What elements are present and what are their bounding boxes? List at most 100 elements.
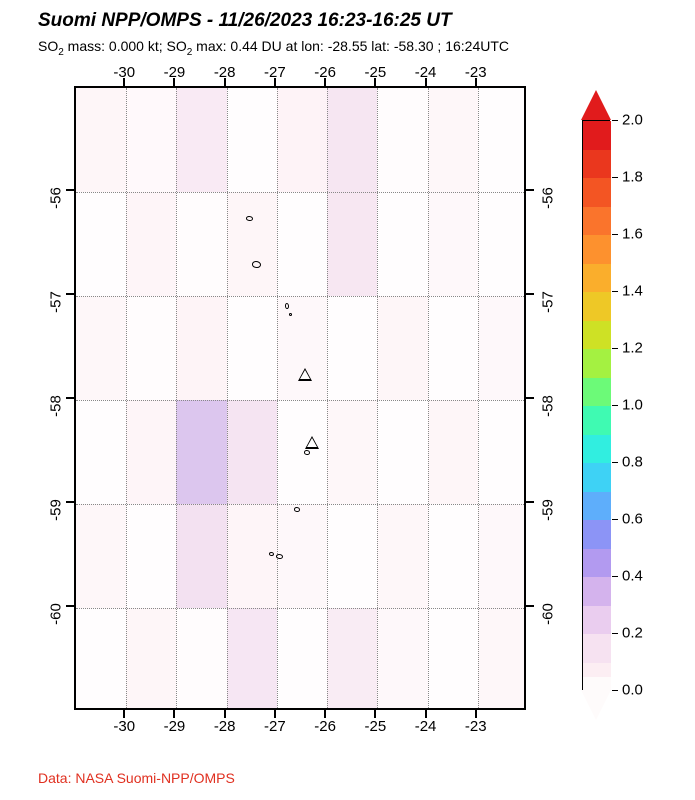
colorbar-tick [612, 462, 618, 463]
x-axis-label: -30 [104, 718, 144, 735]
tick-mark [374, 710, 376, 718]
colorbar-tick-label: 1.6 [622, 226, 643, 243]
y-axis-label: -59 [540, 492, 557, 528]
heatmap-cell [227, 608, 277, 710]
heatmap-cell [327, 504, 377, 608]
tick-mark [224, 710, 226, 718]
island-outline [304, 450, 310, 455]
gridline-vertical [478, 88, 479, 708]
tick-mark [173, 710, 175, 718]
map-container: -30-30-29-29-28-28-27-27-26-26-25-25-24-… [28, 58, 568, 748]
gridline-horizontal [76, 400, 524, 401]
colorbar-segment [583, 178, 611, 207]
heatmap-cell [277, 192, 327, 296]
y-axis-label: -56 [540, 180, 557, 216]
volcano-marker [305, 436, 319, 449]
colorbar-segment [583, 549, 611, 578]
heatmap-cell [76, 608, 126, 710]
heatmap-cell [227, 192, 277, 296]
x-axis-label: -29 [154, 718, 194, 735]
colorbar-segment [583, 349, 611, 378]
y-axis-label: -60 [540, 596, 557, 632]
tick-mark [475, 710, 477, 718]
heatmap-cell [377, 504, 427, 608]
heatmap-cell [76, 88, 126, 192]
colorbar-segment [583, 406, 611, 435]
heatmap-cell [478, 608, 526, 710]
heatmap-cell [327, 608, 377, 710]
island-outline [294, 507, 300, 512]
colorbar-segment [583, 606, 611, 635]
heatmap-cell [176, 88, 226, 192]
tick-mark [66, 605, 74, 607]
heatmap-cell [377, 88, 427, 192]
heatmap-cell [478, 296, 526, 400]
x-axis-label: -23 [456, 718, 496, 735]
colorbar-tick-label: 0.0 [622, 682, 643, 699]
colorbar-segment [583, 435, 611, 464]
y-axis-label: -57 [540, 284, 557, 320]
colorbar-segment [583, 677, 611, 691]
colorbar-segment [583, 121, 611, 150]
island-outline [276, 554, 283, 559]
colorbar-segment [583, 378, 611, 407]
colorbar-over-arrow [581, 90, 611, 120]
colorbar-tick [612, 348, 618, 349]
x-axis-label: -24 [406, 718, 446, 735]
colorbar-segment [583, 264, 611, 293]
colorbar-tick-label: 0.8 [622, 454, 643, 471]
y-axis-label: -58 [48, 388, 65, 424]
tick-mark [425, 78, 427, 86]
colorbar-segment [583, 321, 611, 350]
colorbar-tick-label: 1.4 [622, 283, 643, 300]
colorbar-tick [612, 120, 618, 121]
map-plot-area [74, 86, 526, 710]
heatmap-cell [176, 504, 226, 608]
colorbar-segment [583, 577, 611, 606]
gridline-vertical [377, 88, 378, 708]
heatmap-cell [126, 192, 176, 296]
heatmap-cell [377, 192, 427, 296]
heatmap-cell [277, 296, 327, 400]
colorbar-tick [612, 177, 618, 178]
tick-mark [173, 78, 175, 86]
gridline-horizontal [76, 608, 524, 609]
heatmap-cell [126, 88, 176, 192]
data-credit: Data: NASA Suomi-NPP/OMPS [38, 770, 235, 786]
gridline-vertical [277, 88, 278, 708]
heatmap-cell [76, 400, 126, 504]
tick-mark [324, 710, 326, 718]
y-axis-label: -60 [48, 596, 65, 632]
colorbar-tick [612, 405, 618, 406]
tick-mark [526, 189, 534, 191]
heatmap-cell [327, 192, 377, 296]
colorbar-tick-label: 1.2 [622, 340, 643, 357]
heatmap-cell [227, 400, 277, 504]
volcano-marker [298, 368, 312, 381]
heatmap-cell [76, 504, 126, 608]
colorbar-segment [583, 150, 611, 179]
heatmap-cell [277, 608, 327, 710]
colorbar-segment [583, 235, 611, 264]
heatmap-cell [277, 504, 327, 608]
heatmap-cell [76, 296, 126, 400]
heatmap-cell [428, 504, 478, 608]
tick-mark [526, 293, 534, 295]
heatmap-cell [227, 88, 277, 192]
tick-mark [274, 710, 276, 718]
colorbar-segment [583, 463, 611, 492]
heatmap-cell [428, 400, 478, 504]
heatmap-cell [327, 400, 377, 504]
tick-mark [374, 78, 376, 86]
heatmap-cell [176, 608, 226, 710]
heatmap-cell [227, 504, 277, 608]
tick-mark [526, 397, 534, 399]
heatmap-cell [126, 400, 176, 504]
colorbar-tick [612, 234, 618, 235]
tick-mark [425, 710, 427, 718]
chart-title: Suomi NPP/OMPS - 11/26/2023 16:23-16:25 … [38, 10, 452, 32]
colorbar-tick-label: 2.0 [622, 112, 643, 129]
sub-mass: mass: 0.000 kt; SO [64, 38, 187, 54]
heatmap-cell [428, 192, 478, 296]
colorbar-tick [612, 690, 618, 691]
